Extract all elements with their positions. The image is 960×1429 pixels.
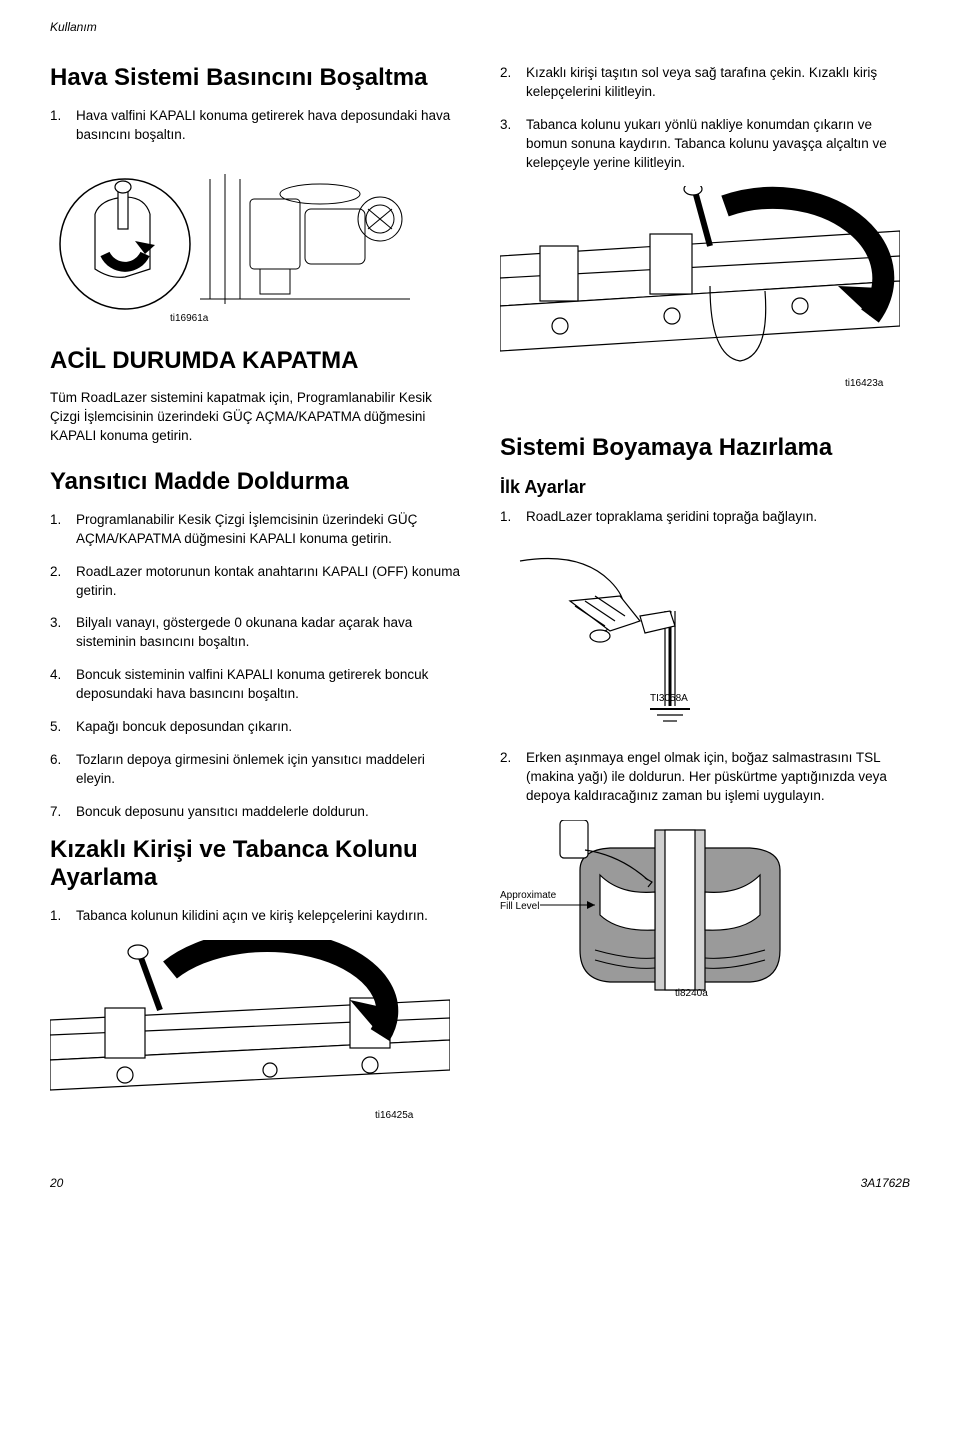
heading-initial-settings: İlk Ayarlar bbox=[500, 477, 910, 498]
heading-air-relief: Hava Sistemi Basıncını Boşaltma bbox=[50, 64, 460, 93]
heading-gun-arm: Kızaklı Kirişi ve Tabanca Kolunu Ayarlam… bbox=[50, 836, 460, 894]
list-initial: RoadLazer topraklama şeridini toprağa ba… bbox=[500, 508, 910, 527]
list-tsl: Erken aşınmaya engel olmak için, boğaz s… bbox=[500, 749, 910, 806]
list-item: Boncuk deposunu yansıtıcı maddelerle dol… bbox=[50, 803, 460, 822]
list-item: Tozların depoya girmesini önlemek için y… bbox=[50, 751, 460, 789]
paragraph-emergency: Tüm RoadLazer sistemini kapatmak için, P… bbox=[50, 389, 460, 446]
list-item: Bilyalı vanayı, göstergede 0 okunana kad… bbox=[50, 614, 460, 652]
right-column: Kızaklı kirişi taşıtın sol veya sağ tara… bbox=[500, 64, 910, 1148]
list-reflective: Programlanabilir Kesik Çizgi İşlemcisini… bbox=[50, 511, 460, 822]
list-air-relief: Hava valfini KAPALI konuma getirerek hav… bbox=[50, 107, 460, 145]
figure-label: ti16425a bbox=[375, 1110, 414, 1121]
list-item: RoadLazer motorunun kontak anahtarını KA… bbox=[50, 563, 460, 601]
heading-reflective: Yansıtıcı Madde Doldurma bbox=[50, 468, 460, 497]
page-footer: 20 3A1762B bbox=[50, 1176, 910, 1190]
list-item: Hava valfini KAPALI konuma getirerek hav… bbox=[50, 107, 460, 145]
content-columns: Hava Sistemi Basıncını Boşaltma Hava val… bbox=[50, 64, 910, 1148]
list-gun-arm: Tabanca kolunun kilidini açın ve kiriş k… bbox=[50, 907, 460, 926]
figure-valve-inset: ti16961a bbox=[50, 159, 460, 329]
list-item: Erken aşınmaya engel olmak için, boğaz s… bbox=[500, 749, 910, 806]
page-number: 20 bbox=[50, 1176, 63, 1190]
left-column: Hava Sistemi Basıncını Boşaltma Hava val… bbox=[50, 64, 460, 1148]
list-right-top: Kızaklı kirişi taşıtın sol veya sağ tara… bbox=[500, 64, 910, 172]
heading-prepare-paint: Sistemi Boyamaya Hazırlama bbox=[500, 434, 910, 463]
figure-label: TI3058A bbox=[650, 693, 688, 704]
list-item: Tabanca kolunu yukarı yönlü nakliye konu… bbox=[500, 116, 910, 173]
list-item: RoadLazer topraklama şeridini toprağa ba… bbox=[500, 508, 910, 527]
figure-lever-sweep-right: ti16423a bbox=[500, 186, 910, 416]
figure-lever-sweep-left: ti16425a bbox=[50, 940, 460, 1130]
list-item: Kapağı boncuk deposundan çıkarın. bbox=[50, 718, 460, 737]
figure-label: ti16423a bbox=[845, 378, 884, 389]
page-header: Kullanım bbox=[50, 20, 910, 34]
doc-number: 3A1762B bbox=[861, 1176, 910, 1190]
list-item: Kızaklı kirişi taşıtın sol veya sağ tara… bbox=[500, 64, 910, 102]
list-item: Tabanca kolunun kilidini açın ve kiriş k… bbox=[50, 907, 460, 926]
figure-label: ti8240a bbox=[675, 988, 708, 999]
fill-level-annot: Approximate Fill Level bbox=[500, 890, 559, 912]
list-item: Boncuk sisteminin valfini KAPALI konuma … bbox=[50, 666, 460, 704]
list-item: Programlanabilir Kesik Çizgi İşlemcisini… bbox=[50, 511, 460, 549]
figure-ground-clamp: TI3058A bbox=[500, 541, 910, 731]
figure-label: ti16961a bbox=[170, 313, 209, 324]
heading-emergency: ACİL DURUMDA KAPATMA bbox=[50, 347, 460, 376]
figure-tsl-fill: Approximate Fill Level ti8240a bbox=[500, 820, 910, 1000]
